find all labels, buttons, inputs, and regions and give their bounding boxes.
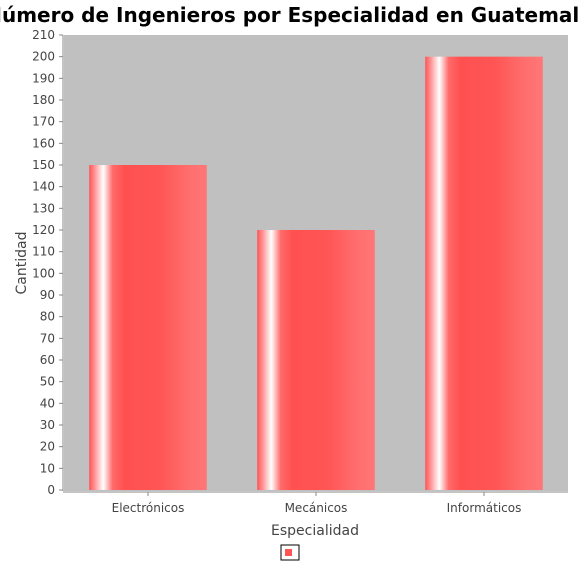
y-tick-label: 160 [32, 136, 55, 150]
y-tick-label: 50 [40, 375, 55, 389]
y-tick-label: 70 [40, 331, 55, 345]
y-tick-label: 60 [40, 353, 55, 367]
x-tick-label: Informáticos [447, 501, 522, 515]
y-tick-label: 30 [40, 418, 55, 432]
bar [425, 56, 543, 491]
y-tick-label: 180 [32, 93, 55, 107]
y-tick-label: 110 [32, 245, 55, 259]
y-tick-label: 190 [32, 71, 55, 85]
y-tick-label: 10 [40, 461, 55, 475]
bar [257, 230, 375, 490]
y-tick-label: 130 [32, 201, 55, 215]
chart-title: Número de Ingenieros por Especialidad en… [0, 3, 579, 27]
y-tick-label: 80 [40, 310, 55, 324]
y-tick-label: 0 [47, 483, 55, 497]
x-tick-label: Mecánicos [285, 501, 348, 515]
y-tick-label: 40 [40, 396, 55, 410]
y-axis: 0 10 20 30 40 50 60 70 80 90 100 110 120 130 140 150 160… [32, 28, 63, 497]
y-tick-label: 170 [32, 115, 55, 129]
y-tick-label: 100 [32, 266, 55, 280]
y-tick-label: 200 [32, 50, 55, 64]
y-tick-label: 210 [32, 28, 55, 42]
bar [89, 165, 207, 490]
bars-group [89, 56, 543, 491]
x-tick-label: Electrónicos [112, 501, 185, 515]
y-tick-label: 90 [40, 288, 55, 302]
y-tick-label: 20 [40, 440, 55, 454]
y-tick-label: 140 [32, 180, 55, 194]
x-axis-label: Especialidad [271, 523, 359, 539]
y-axis-label: Cantidad [14, 232, 30, 295]
y-tick-label: 150 [32, 158, 55, 172]
legend [280, 544, 300, 561]
x-axis: Electrónicos Mecánicos Informáticos [112, 492, 522, 515]
legend-swatch [285, 549, 292, 556]
y-tick-label: 120 [32, 223, 55, 237]
